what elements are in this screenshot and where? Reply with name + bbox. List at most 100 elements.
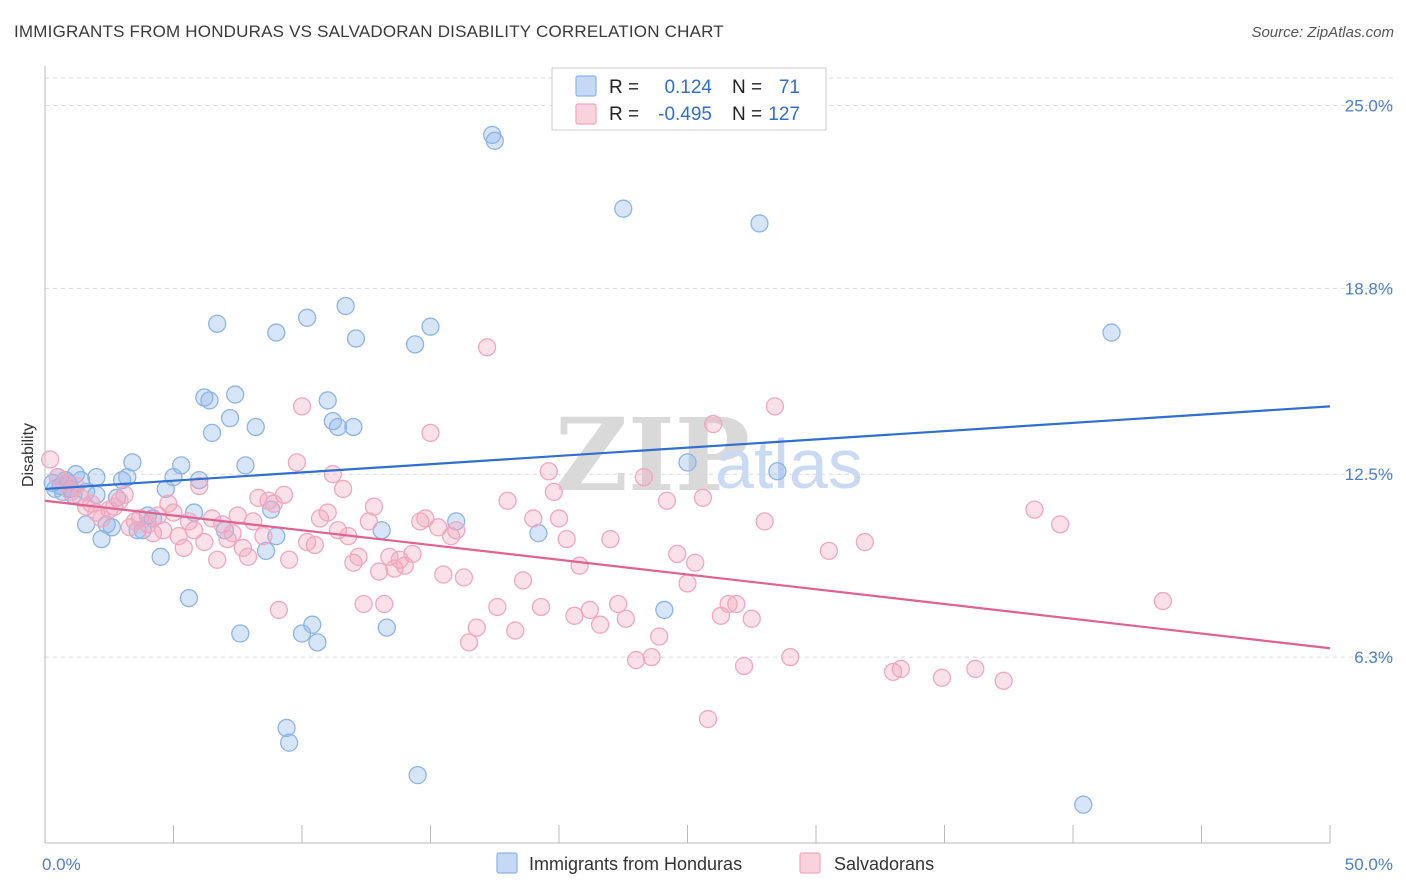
data-point — [405, 335, 425, 354]
data-point — [233, 538, 253, 558]
data-point — [208, 314, 227, 333]
data-point — [244, 512, 263, 531]
bottom-legend-swatch-honduras — [496, 852, 518, 874]
data-point — [292, 397, 312, 416]
data-point — [616, 609, 635, 628]
data-point — [601, 529, 620, 549]
data-point — [238, 547, 258, 566]
data-point — [467, 618, 486, 637]
bottom-legend-label-honduras: Immigrants from Honduras — [529, 854, 742, 874]
legend-n-value: 71 — [779, 77, 800, 98]
data-point — [698, 709, 718, 729]
data-point — [236, 456, 255, 475]
data-point — [614, 199, 633, 218]
data-point — [318, 503, 337, 522]
data-point — [344, 417, 363, 437]
data-point — [454, 568, 474, 587]
data-point — [403, 544, 422, 564]
data-point — [570, 556, 589, 575]
data-point — [223, 524, 242, 543]
data-point — [544, 482, 564, 502]
data-point — [279, 733, 299, 752]
data-point — [202, 423, 222, 443]
data-point — [279, 550, 299, 569]
data-point — [277, 718, 296, 738]
data-point — [441, 527, 461, 546]
data-point — [364, 497, 384, 516]
data-point — [231, 624, 250, 643]
data-point — [742, 609, 761, 628]
chart-title: IMMIGRANTS FROM HONDURAS VS SALVADORAN D… — [14, 22, 724, 41]
data-point — [580, 600, 599, 620]
data-point — [195, 532, 214, 552]
data-point — [218, 529, 237, 549]
y-tick-label: 18.8% — [1345, 279, 1393, 298]
data-point — [434, 565, 453, 584]
data-point — [333, 479, 353, 499]
data-point — [274, 485, 294, 505]
data-point — [539, 462, 558, 481]
data-point — [498, 491, 517, 510]
data-point — [657, 491, 677, 510]
data-point — [303, 615, 322, 634]
data-point — [678, 453, 697, 472]
data-point — [269, 600, 289, 620]
data-point — [369, 562, 389, 581]
data-point — [143, 524, 163, 543]
data-point — [385, 559, 404, 578]
data-point — [1074, 795, 1093, 814]
data-point — [184, 521, 204, 540]
data-point — [459, 633, 479, 652]
data-point — [190, 476, 209, 496]
data-point — [650, 627, 669, 646]
data-point — [328, 417, 348, 437]
data-point — [557, 529, 576, 549]
legend-r-value: 0.124 — [664, 77, 712, 98]
data-point — [506, 621, 525, 640]
data-point — [704, 414, 723, 434]
data-point — [626, 650, 646, 670]
data-point — [429, 518, 448, 537]
trend-line — [44, 499, 1331, 650]
data-point — [375, 594, 394, 614]
data-point — [932, 668, 952, 687]
data-point — [323, 465, 342, 484]
y-tick-label: 12.5% — [1345, 465, 1393, 484]
series-legend: Immigrants from Honduras Salvadorans — [496, 852, 934, 874]
data-point — [634, 468, 653, 487]
data-point — [447, 521, 466, 540]
data-point — [220, 408, 240, 428]
data-point — [891, 659, 910, 679]
data-point — [719, 594, 738, 614]
data-point — [354, 594, 373, 614]
x-tick-labels: 0.0% 50.0% — [42, 855, 1393, 874]
data-point — [267, 323, 286, 342]
data-point — [87, 468, 106, 487]
series-salvadorans-points — [40, 338, 1173, 729]
data-point — [380, 547, 399, 566]
legend-r-label: R = — [609, 104, 639, 125]
data-point — [226, 385, 245, 404]
legend-n-value: 127 — [768, 104, 800, 125]
data-point — [297, 308, 317, 327]
data-point — [686, 553, 705, 572]
data-point — [565, 606, 584, 625]
data-point — [781, 647, 800, 667]
data-point — [855, 532, 874, 552]
data-point — [115, 485, 134, 505]
data-point — [287, 453, 307, 472]
data-point — [159, 494, 178, 513]
data-point — [200, 391, 219, 410]
data-point — [1102, 323, 1121, 342]
data-point — [755, 512, 774, 531]
data-point — [349, 547, 368, 566]
data-point — [693, 488, 713, 507]
data-point — [485, 131, 504, 150]
data-point — [524, 509, 543, 528]
data-point — [256, 541, 276, 561]
data-point — [346, 329, 366, 348]
data-point — [421, 317, 440, 336]
data-point — [727, 594, 746, 614]
legend-swatch-salvadorans — [575, 103, 597, 125]
